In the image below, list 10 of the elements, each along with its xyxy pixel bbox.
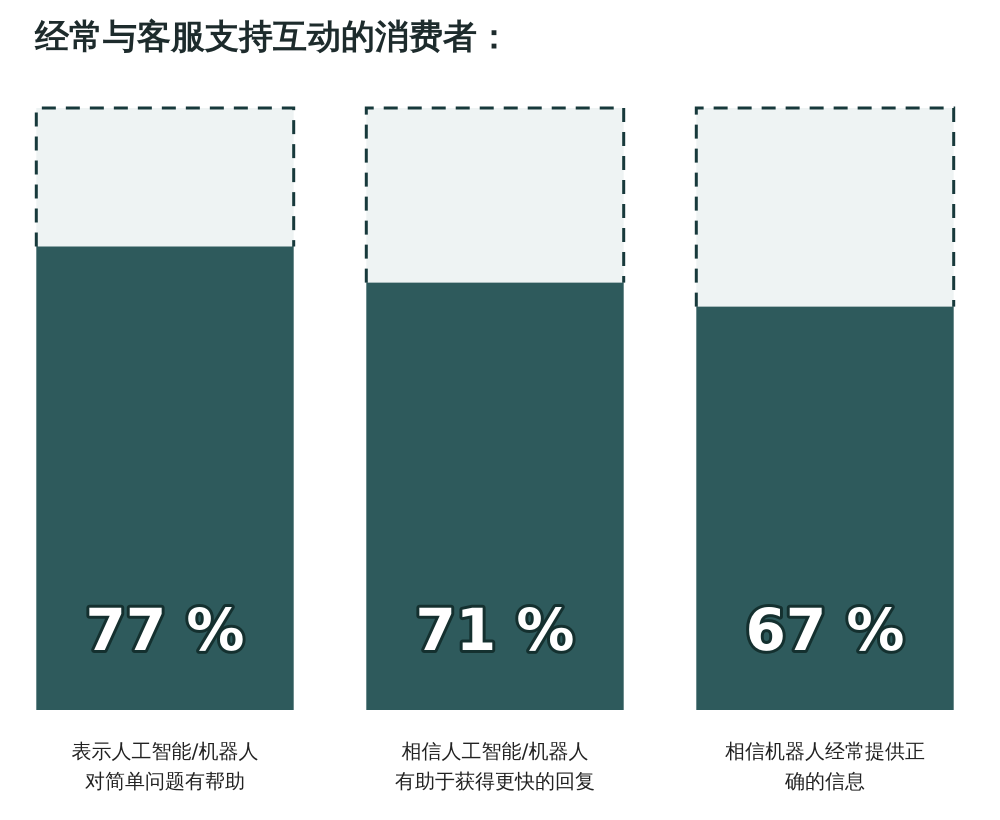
x-tick-label: 相信机器人经常提供正确的信息 [725,739,925,794]
data-label: 77 % [85,596,245,664]
data-label: 71 % [415,596,575,664]
bar [36,246,294,710]
x-tick-label: 相信人工智能/机器人有助于获得更快的回复 [395,739,595,794]
chart-title: 经常与客服支持互动的消费者： [35,16,511,59]
x-tick-label: 表示人工智能/机器人对简单问题有帮助 [72,739,258,794]
data-label: 67 % [745,596,905,664]
bar [366,282,624,710]
bar [696,306,954,710]
